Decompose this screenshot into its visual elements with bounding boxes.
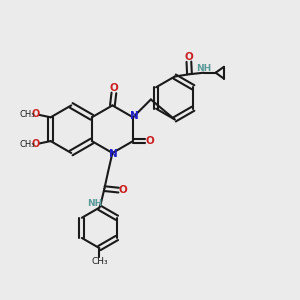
Text: NH: NH	[87, 199, 103, 208]
Text: NH: NH	[196, 64, 212, 73]
Text: CH₃: CH₃	[19, 140, 34, 149]
Text: O: O	[184, 52, 193, 62]
Text: O: O	[32, 140, 40, 149]
Text: CH₃: CH₃	[91, 257, 108, 266]
Text: O: O	[32, 109, 40, 119]
Text: CH₃: CH₃	[19, 110, 34, 118]
Text: N: N	[109, 149, 118, 159]
Text: O: O	[146, 136, 154, 146]
Text: N: N	[130, 111, 139, 121]
Text: O: O	[119, 185, 128, 195]
Text: O: O	[110, 83, 118, 94]
